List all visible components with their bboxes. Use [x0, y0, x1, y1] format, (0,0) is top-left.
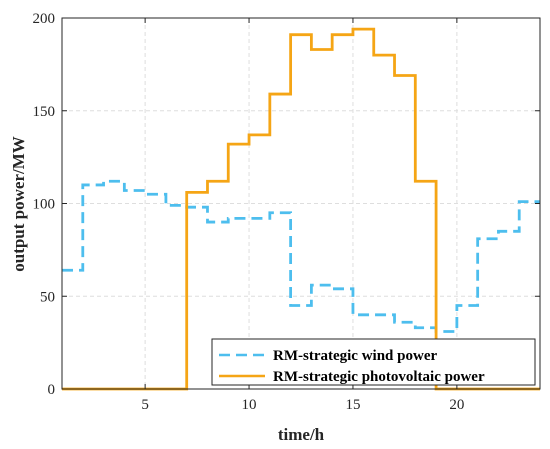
legend-box — [211, 338, 536, 386]
y-axis-title: output power/MW — [9, 136, 28, 272]
y-tick-label: 200 — [33, 11, 56, 27]
series-wind-step-line — [62, 179, 540, 333]
y-tick-label: 0 — [48, 382, 56, 398]
x-tick-label: 5 — [141, 397, 149, 413]
y-tick-label: 50 — [40, 289, 55, 305]
legend-label-pv: RM-strategic photovoltaic power — [273, 369, 485, 385]
x-tick-label: 15 — [345, 397, 360, 413]
legend-label-wind: RM-strategic wind power — [273, 348, 437, 364]
y-tick-label: 150 — [33, 104, 56, 120]
legend: RM-strategic wind power RM-strategic pho… — [211, 338, 536, 386]
y-tick-label: 100 — [33, 197, 56, 213]
x-tick-label: 10 — [242, 397, 257, 413]
x-tick-label: 20 — [449, 397, 464, 413]
x-axis-title: time/h — [278, 425, 325, 444]
